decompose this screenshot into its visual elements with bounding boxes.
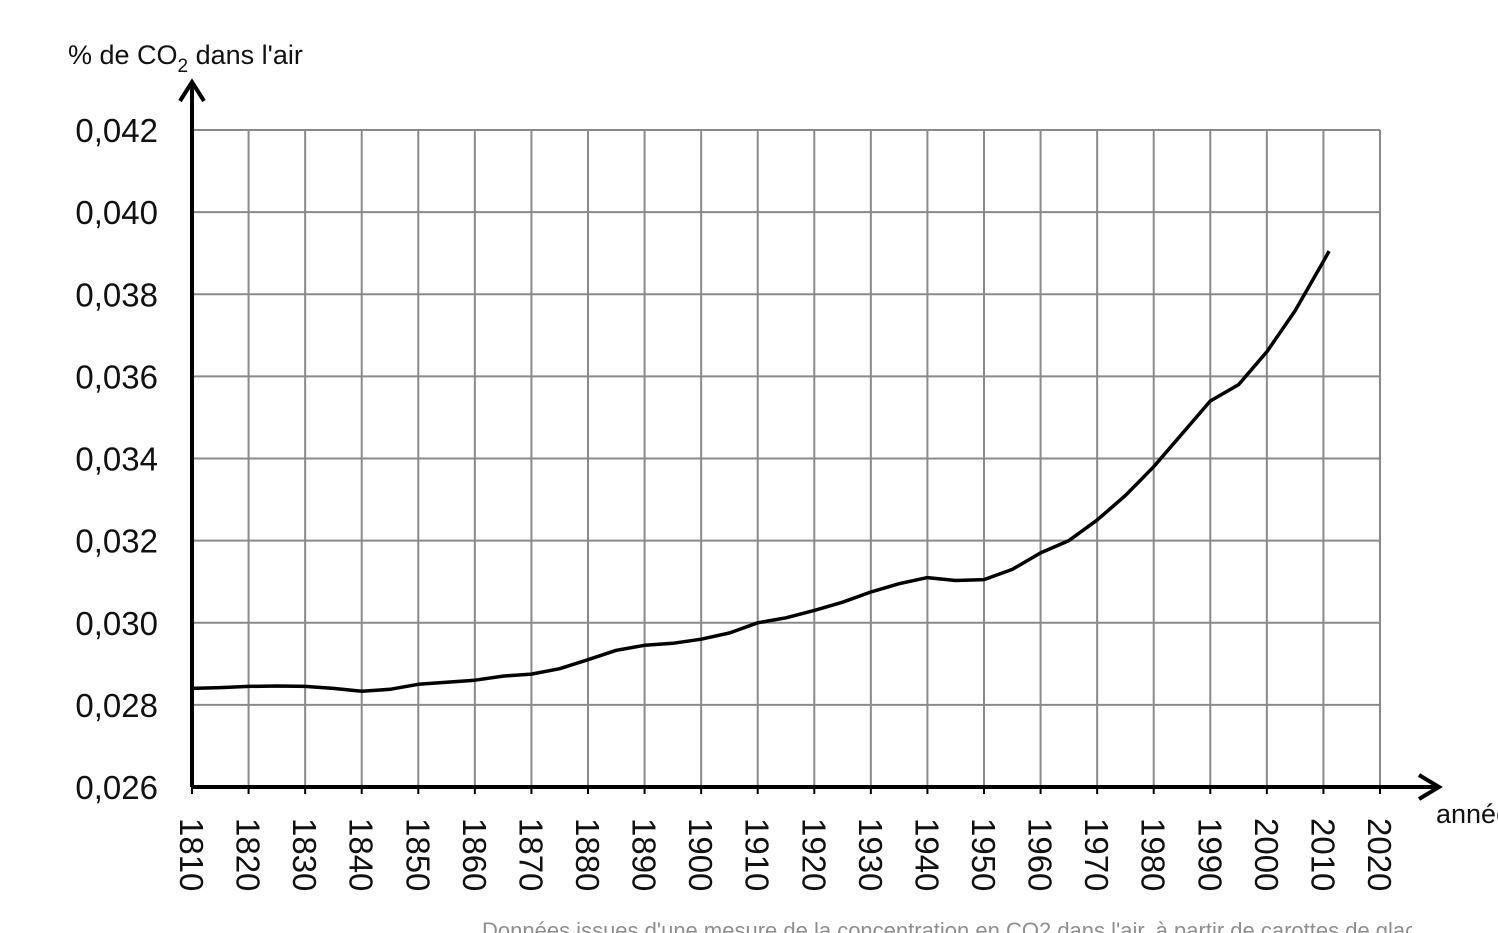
x-tick-label: 1900 <box>682 818 719 891</box>
x-tick-label: 1940 <box>908 818 945 891</box>
x-tick-label: 1860 <box>456 818 493 891</box>
axes <box>178 78 1443 801</box>
source-caption: Données issues d'une mesure de la concen… <box>482 918 1412 933</box>
x-tick-label: 1960 <box>1022 818 1059 891</box>
y-tick-label: 0,034 <box>75 441 158 478</box>
y-tick-label: 0,040 <box>75 194 158 231</box>
y-title-subscript: 2 <box>178 56 189 77</box>
x-tick-label: 1920 <box>795 818 832 891</box>
x-tick-label: 2020 <box>1361 818 1398 891</box>
x-tick-label: 1870 <box>512 818 549 891</box>
x-tick-label: 2000 <box>1248 818 1285 891</box>
y-tick-label: 0,032 <box>75 523 158 560</box>
x-tick-label: 1820 <box>230 818 267 891</box>
x-tick-label: 1830 <box>286 818 323 891</box>
x-tick-label: 1810 <box>173 818 210 891</box>
y-title-suffix: dans l'air <box>188 40 303 70</box>
x-axis-title: année <box>1436 799 1498 829</box>
x-tick-label: 1980 <box>1135 818 1172 891</box>
y-axis-arrow <box>178 78 206 103</box>
x-tick-label: 2010 <box>1304 818 1341 891</box>
y-tick-label: 0,028 <box>75 687 158 724</box>
y-tick-label: 0,042 <box>75 112 158 149</box>
x-tick-label: 1880 <box>569 818 606 891</box>
x-tick-label: 1910 <box>739 818 776 891</box>
grid <box>191 129 1381 794</box>
y-tick-label: 0,038 <box>75 276 158 313</box>
x-tick-label: 1970 <box>1078 818 1115 891</box>
y-tick-label: 0,026 <box>75 769 158 806</box>
co2-concentration-line <box>191 250 1331 694</box>
series <box>191 250 1331 694</box>
y-axis-title: % de CO2 dans l'air <box>68 40 303 77</box>
x-tick-label: 1840 <box>343 818 380 891</box>
x-axis-arrow <box>1417 773 1443 801</box>
tick-labels: 1810 1820 1830 1840 1850 1860 1870 1880 1890 1900… <box>75 112 1398 891</box>
y-tick-label: 0,036 <box>75 358 158 395</box>
x-tick-label: 1850 <box>399 818 436 891</box>
y-tick-label: 0,030 <box>75 605 158 642</box>
x-tick-label: 1930 <box>852 818 889 891</box>
y-title-prefix: % de CO <box>68 40 178 70</box>
x-tick-label: 1890 <box>626 818 663 891</box>
x-tick-label: 1990 <box>1191 818 1228 891</box>
x-tick-label: 1950 <box>965 818 1002 891</box>
